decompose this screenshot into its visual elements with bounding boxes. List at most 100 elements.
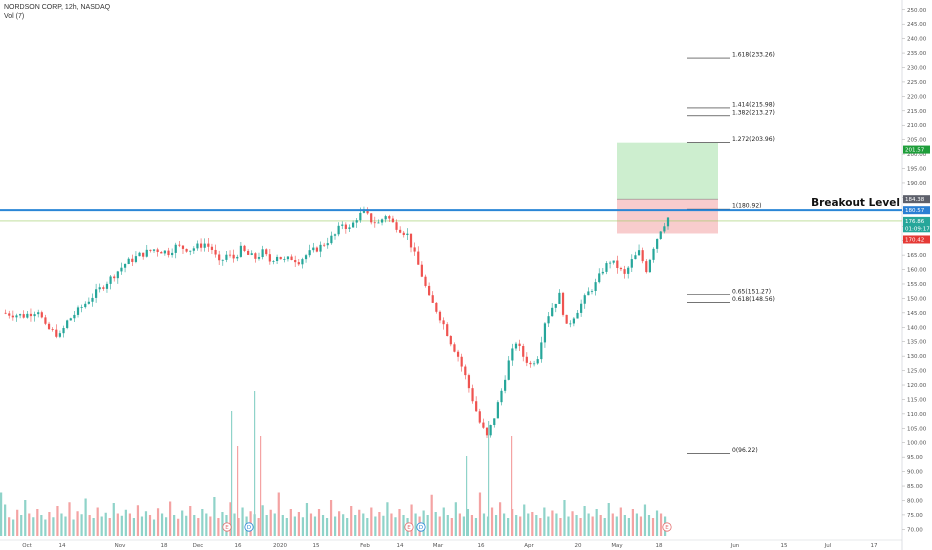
volume-bar bbox=[651, 518, 655, 536]
candle-body bbox=[131, 258, 134, 262]
volume-bar bbox=[615, 516, 618, 536]
event-marker-icon bbox=[416, 522, 426, 532]
candle-body bbox=[616, 260, 619, 269]
price-label-text: 01:09:17 bbox=[905, 226, 930, 232]
volume-bar bbox=[362, 513, 365, 536]
volume-bar bbox=[527, 513, 530, 536]
candle-body bbox=[22, 314, 25, 318]
x-tick-label: 18 bbox=[656, 543, 663, 549]
volume-bar bbox=[209, 516, 212, 536]
candle-body bbox=[558, 292, 561, 304]
volume-indicator-label[interactable]: Vol (7) bbox=[4, 13, 25, 20]
candle-body bbox=[261, 249, 264, 258]
candle-body bbox=[605, 263, 608, 272]
event-marker-icon bbox=[662, 522, 672, 532]
candle-body bbox=[312, 247, 315, 251]
candle-body bbox=[116, 271, 119, 279]
candle-body bbox=[587, 291, 590, 296]
volume-bar bbox=[507, 518, 510, 536]
candle-body bbox=[152, 249, 156, 251]
x-tick-label: 14 bbox=[59, 543, 66, 549]
volume-bar bbox=[571, 511, 574, 536]
price-label-box bbox=[903, 235, 930, 244]
candle-body bbox=[123, 264, 127, 268]
volume-bar bbox=[482, 513, 486, 536]
candle-body bbox=[659, 231, 662, 239]
volume-bar bbox=[261, 505, 264, 536]
volume-bar bbox=[442, 507, 445, 536]
volume-spike bbox=[254, 391, 256, 536]
volume-bar bbox=[342, 514, 345, 536]
y-tick-label: 145.00 bbox=[907, 311, 927, 317]
volume-bar bbox=[531, 512, 534, 536]
candle-body bbox=[525, 356, 528, 363]
volume-bar bbox=[88, 515, 91, 536]
candle-body bbox=[561, 292, 565, 315]
candle-body bbox=[286, 256, 290, 260]
x-tick-label: Nov bbox=[115, 543, 126, 549]
volume-bar bbox=[173, 515, 176, 536]
candle-body bbox=[359, 212, 362, 221]
volume-bar bbox=[269, 509, 272, 536]
x-tick-label: May bbox=[611, 543, 623, 549]
volume-spike bbox=[488, 421, 490, 536]
candle-body bbox=[467, 375, 471, 389]
candle-body bbox=[341, 224, 344, 226]
volume-bar bbox=[567, 516, 570, 536]
candle-body bbox=[33, 314, 36, 317]
volume-bar bbox=[547, 516, 550, 536]
volume-bar bbox=[112, 503, 115, 536]
candle-body bbox=[522, 346, 525, 357]
candle-body bbox=[583, 295, 586, 304]
volume-bar bbox=[305, 503, 309, 536]
candle-body bbox=[507, 360, 510, 380]
volume-bar bbox=[454, 502, 457, 536]
candle-body bbox=[456, 351, 460, 357]
candle-body bbox=[576, 312, 579, 319]
volume-bar bbox=[273, 513, 276, 536]
candle-body bbox=[189, 250, 192, 252]
candle-body bbox=[178, 244, 181, 246]
volume-bar bbox=[503, 513, 506, 536]
candle-body bbox=[333, 234, 337, 236]
candle-body bbox=[330, 235, 333, 244]
volume-bar bbox=[591, 516, 594, 536]
candle-body bbox=[297, 262, 300, 265]
symbol-title[interactable]: NORDSON CORP, 12h, NASDAQ bbox=[4, 4, 111, 11]
candle-body bbox=[95, 289, 98, 298]
volume-bar bbox=[60, 513, 63, 536]
candle-body bbox=[239, 245, 242, 257]
volume-bar bbox=[128, 513, 131, 536]
volume-bar bbox=[430, 494, 433, 536]
volume-bar bbox=[470, 515, 474, 536]
volume-bar bbox=[325, 518, 329, 536]
candle-body bbox=[73, 314, 76, 319]
candle-body bbox=[4, 312, 7, 314]
candle-body bbox=[623, 269, 626, 274]
candle-body bbox=[504, 379, 507, 391]
candle-body bbox=[243, 245, 246, 251]
volume-bar bbox=[104, 512, 107, 536]
candle-body bbox=[442, 320, 445, 325]
candle-body bbox=[420, 264, 423, 277]
volume-bar bbox=[462, 516, 465, 536]
candle-body bbox=[496, 402, 499, 419]
volume-bar bbox=[309, 513, 313, 536]
fib-label: 1.618(233.26) bbox=[732, 52, 775, 59]
price-label-text: 176.86 bbox=[905, 219, 925, 225]
volume-bar bbox=[100, 516, 103, 536]
volume-bar bbox=[0, 492, 3, 536]
candle-body bbox=[489, 425, 492, 436]
volume-bar bbox=[643, 504, 647, 536]
y-tick-label: 100.00 bbox=[907, 441, 927, 447]
volume-bar bbox=[583, 506, 586, 536]
price-label-text: 170.42 bbox=[905, 237, 924, 243]
candle-body bbox=[55, 329, 58, 337]
volume-bar bbox=[329, 500, 333, 536]
candle-body bbox=[438, 311, 442, 321]
volume-bar bbox=[575, 515, 578, 536]
x-tick-label: 20 bbox=[575, 543, 582, 549]
y-tick-label: 215.00 bbox=[907, 109, 927, 115]
volume-bar bbox=[169, 501, 172, 536]
